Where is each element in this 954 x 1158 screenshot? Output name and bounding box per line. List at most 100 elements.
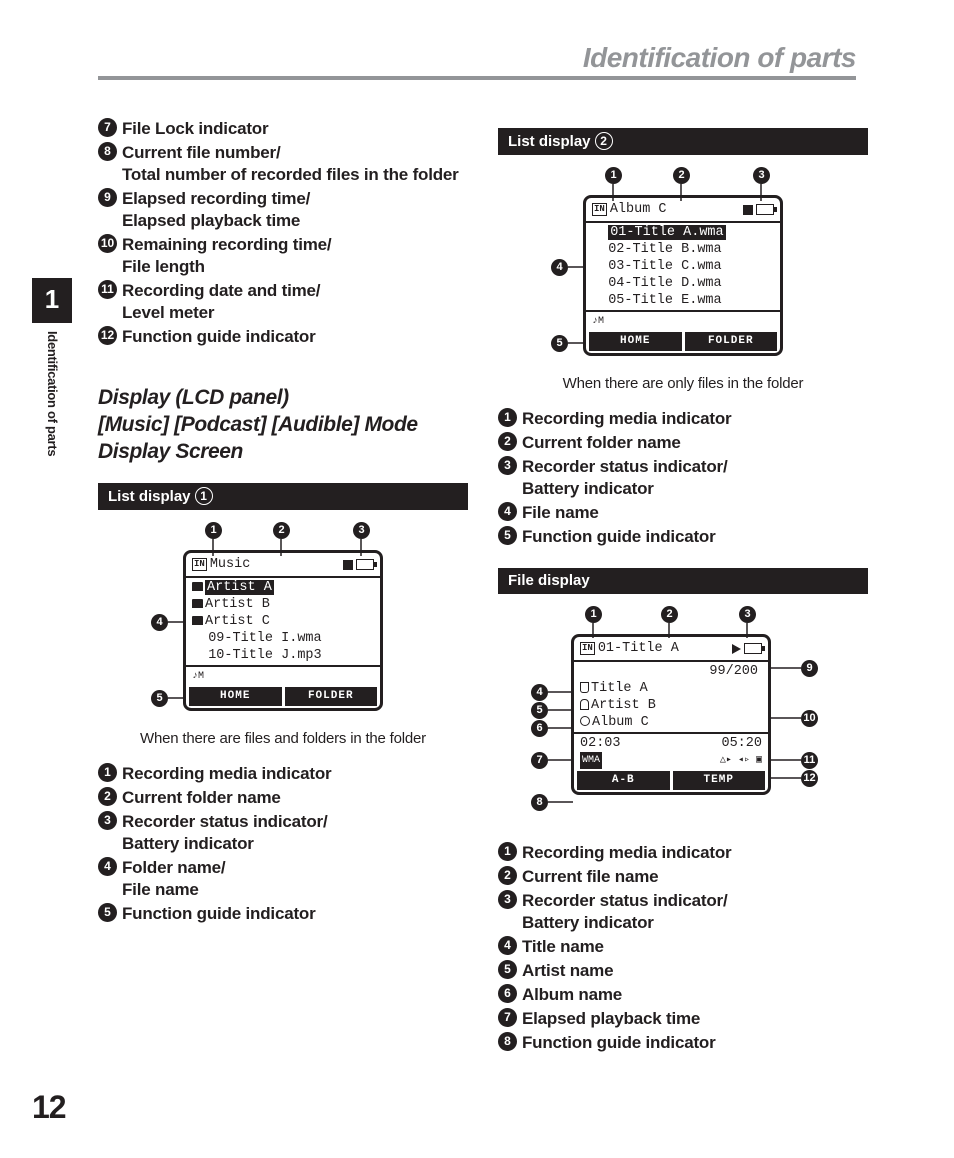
continued-list: 7File Lock indicator8Current file number… (98, 118, 468, 348)
list-item-text: Elapsed recording time/Elapsed playback … (122, 188, 310, 232)
number-bullet-icon: 7 (498, 1008, 517, 1027)
list-item: 1Recording media indicator (98, 763, 468, 785)
softkey-folder: FOLDER (685, 332, 778, 351)
number-bullet-icon: 5 (498, 960, 517, 979)
list-item-text: Function guide indicator (522, 526, 716, 548)
chapter-number: 1 (32, 278, 72, 323)
lcd1-caption: When there are files and folders in the … (98, 730, 468, 747)
list-item: 10 Remaining recording time/File length (98, 234, 468, 278)
list-item: 7File Lock indicator (98, 118, 468, 140)
folder-icon (192, 616, 203, 625)
number-bullet-icon: 3 (498, 456, 517, 475)
bar-number-icon: 1 (195, 487, 213, 505)
list-item: 3Recorder status indicator/Battery indic… (498, 456, 868, 500)
lcd-row: 09-Title I.wma (190, 630, 376, 647)
lcd-row: 01-Title A.wma (608, 225, 725, 240)
list-item: 8 Function guide indicator (498, 1032, 868, 1054)
bar-label: File display (508, 572, 590, 589)
note-icon (580, 682, 589, 693)
list-item: 8Current file number/Total number of rec… (98, 142, 468, 186)
number-bullet-icon: 10 (98, 234, 117, 253)
number-bullet-icon: 2 (498, 866, 517, 885)
bar-label: List display (108, 488, 191, 505)
list-2: 1 Recording media indicator 2 Current folde… (498, 408, 868, 548)
section-title: Display (LCD panel)[Music] [Podcast] [Au… (98, 384, 468, 465)
softkey-temp: TEMP (673, 771, 766, 790)
battery-icon (356, 559, 374, 570)
list-display-1-header: List display 1 (98, 483, 468, 510)
number-bullet-icon: 1 (498, 842, 517, 861)
list-item-text: Elapsed playback time (522, 1008, 700, 1030)
number-bullet-icon: 1 (498, 408, 517, 427)
bar-number-icon: 2 (595, 132, 613, 150)
chapter-tab: 1 Identification of parts (32, 278, 72, 456)
lcd-file-title: 01-Title A (598, 640, 679, 657)
page-number: 12 (32, 1089, 66, 1126)
list-item-text: Function guide indicator (122, 903, 316, 925)
list-item-text: File name (522, 502, 599, 524)
list-item: 1 Recording media indicator (498, 408, 868, 430)
media-indicator-icon: IN (192, 558, 207, 571)
number-bullet-icon: 7 (98, 118, 117, 137)
lcd-row: Artist A (205, 580, 274, 595)
file-display-header: File display (498, 568, 868, 594)
number-bullet-icon: 4 (98, 857, 117, 876)
list-item: 2Current folder name (98, 787, 468, 809)
lcd-row: 02-Title B.wma (608, 242, 721, 257)
list-item: 7 Elapsed playback time (498, 1008, 868, 1030)
list-item-text: Current folder name (522, 432, 681, 454)
lcd-file-display: IN 01-Title A 99/200 Title A Artist B Al… (571, 634, 771, 795)
format-badge: WMA (580, 752, 602, 769)
list-item: 1 Recording media indicator (498, 842, 868, 864)
number-bullet-icon: 8 (98, 142, 117, 161)
lcd-list-2: IN Album C 01-Title A.wma 02-Title B.wma… (583, 195, 783, 356)
page-title: Identification of parts (583, 42, 856, 74)
title-name: Title A (591, 681, 648, 696)
list-display-2-header: List display 2 (498, 128, 868, 155)
list-item: 2Current file name (498, 866, 868, 888)
softkey-home: HOME (589, 332, 682, 351)
bar-label: List display (508, 133, 591, 150)
list-item-text: Function guide indicator (522, 1032, 716, 1054)
list-item-text: Title name (522, 936, 604, 958)
list-3: 1 Recording media indicator2Current file … (498, 842, 868, 1054)
list-item: 5 Function guide indicator (98, 903, 468, 925)
title-rule (98, 76, 856, 80)
lcd-folder-title: Music (210, 556, 251, 573)
stop-icon (343, 560, 353, 570)
number-bullet-icon: 5 (98, 903, 117, 922)
list-item-text: Artist name (522, 960, 613, 982)
list-item-text: Recorder status indicator/Battery indica… (122, 811, 327, 855)
list-item: 4File name (498, 502, 868, 524)
chapter-label: Identification of parts (32, 323, 60, 456)
list-item-text: Recording media indicator (522, 408, 731, 430)
list-item-text: Recording date and time/Level meter (122, 280, 320, 324)
softkey-home: HOME (189, 687, 282, 706)
number-bullet-icon: 2 (498, 432, 517, 451)
list-item-text: Remaining recording time/File length (122, 234, 331, 278)
number-bullet-icon: 9 (98, 188, 117, 207)
list-item-text: Recording media indicator (522, 842, 731, 864)
lcd-row: 04-Title D.wma (608, 276, 721, 291)
media-indicator-icon: IN (580, 642, 595, 655)
list-item: 9 Elapsed recording time/Elapsed playback… (98, 188, 468, 232)
lcd-row: Artist B (205, 597, 270, 612)
list-item: 6Album name (498, 984, 868, 1006)
number-bullet-icon: 4 (498, 936, 517, 955)
folder-icon (192, 582, 203, 591)
list-item-text: Function guide indicator (122, 326, 316, 348)
elapsed-time: 02:03 (580, 735, 621, 752)
media-indicator-icon: IN (592, 203, 607, 216)
list-item: 4Folder name/File name (98, 857, 468, 901)
artist-name: Artist B (591, 698, 656, 713)
list-item: 2 Current folder name (498, 432, 868, 454)
number-bullet-icon: 12 (98, 326, 117, 345)
lcd-list-1: IN Music Artist A Artist B Artist C 09-T… (183, 550, 383, 711)
number-bullet-icon: 8 (498, 1032, 517, 1051)
battery-icon (756, 204, 774, 215)
right-column: List display 2 IN Album C 01-Title A.wma… (498, 128, 868, 1056)
softkey-ab: A-B (577, 771, 670, 790)
number-bullet-icon: 1 (98, 763, 117, 782)
list-item: 12 Function guide indicator (98, 326, 468, 348)
list-item: 3Recorder status indicator/Battery indic… (498, 890, 868, 934)
